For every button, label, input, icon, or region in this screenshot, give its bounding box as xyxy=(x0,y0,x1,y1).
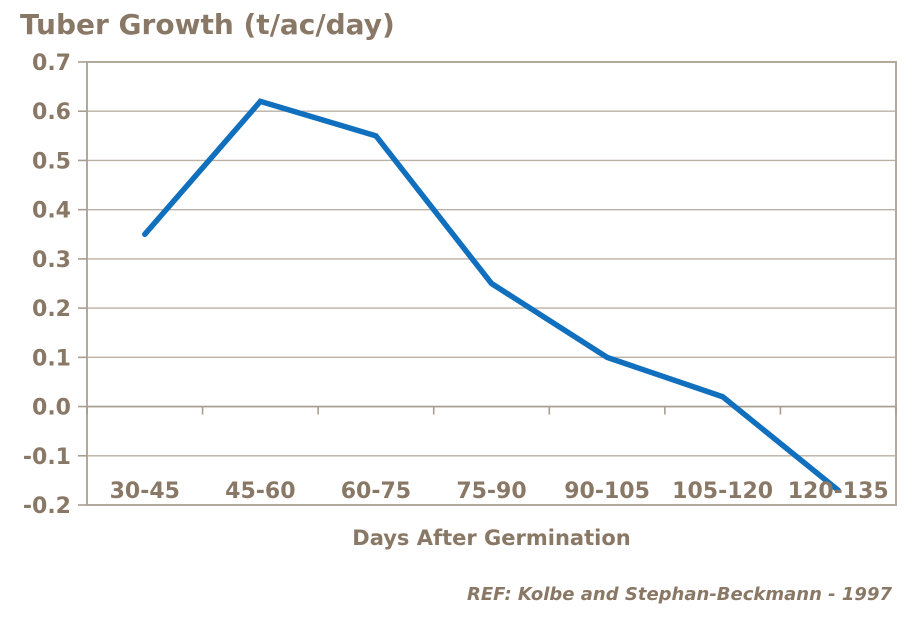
x-category-label: 45-60 xyxy=(225,479,295,504)
y-tick-label: -0.2 xyxy=(23,494,71,519)
chart-title: Tuber Growth (t/ac/day) xyxy=(20,8,395,41)
x-category-label: 75-90 xyxy=(456,479,526,504)
y-tick-label: 0.4 xyxy=(32,199,71,224)
x-axis-title: Days After Germination xyxy=(352,526,631,550)
y-tick-label: 0.1 xyxy=(32,346,71,371)
y-tick-label: -0.1 xyxy=(23,445,71,470)
line-chart: 0.7 0.6 0.5 0.4 0.3 0.2 0.1 0.0 -0.1 -0.2 30-45 45-… xyxy=(23,51,897,519)
y-tick-label: 0.7 xyxy=(32,51,71,76)
y-tick-label: 0.5 xyxy=(32,149,71,174)
x-category-label: 90-105 xyxy=(564,479,650,504)
data-line-series xyxy=(142,98,841,493)
y-tick-label: 0.0 xyxy=(32,396,71,421)
x-category-label: 60-75 xyxy=(341,479,411,504)
x-category-label: 120-135 xyxy=(788,479,889,504)
y-tick-label: 0.2 xyxy=(32,297,71,322)
plot-area-border xyxy=(86,61,897,506)
y-tick-label: 0.3 xyxy=(32,248,71,273)
y-tick-label: 0.6 xyxy=(32,100,71,125)
x-category-label: 105-120 xyxy=(672,479,773,504)
reference-citation: REF: Kolbe and Stephan-Beckmann - 1997 xyxy=(466,584,892,605)
x-category-label: 30-45 xyxy=(110,479,180,504)
